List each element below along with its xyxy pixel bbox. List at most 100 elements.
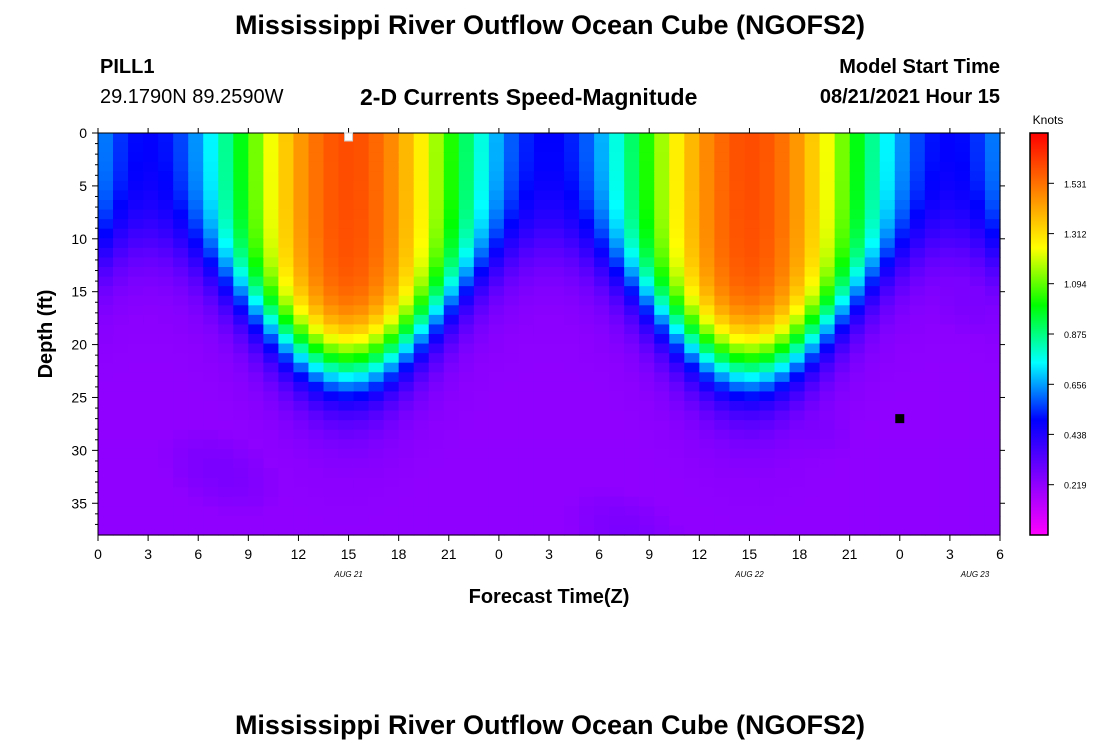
heatmap-cell [383, 515, 400, 527]
heatmap-cell [413, 295, 430, 306]
heatmap-cell [594, 525, 610, 536]
heatmap-cell [443, 362, 460, 373]
heatmap-cell [203, 439, 219, 450]
heatmap-cell [173, 429, 189, 440]
heatmap-cell [518, 429, 535, 440]
heatmap-cell [293, 353, 310, 364]
heatmap-cell [458, 190, 475, 201]
heatmap-cell [744, 468, 761, 479]
heatmap-cell [804, 305, 821, 316]
heatmap-cell [579, 458, 595, 469]
heatmap-cell [774, 477, 791, 488]
heatmap-cell [804, 133, 821, 144]
heatmap-cell [864, 286, 881, 297]
heatmap-cell [428, 401, 445, 412]
heatmap-cell [233, 228, 249, 239]
heatmap-cell [609, 410, 625, 421]
heatmap-cell [113, 458, 129, 469]
heatmap-cell [338, 305, 355, 316]
heatmap-cell [669, 477, 685, 488]
heatmap-cell [714, 420, 730, 431]
heatmap-cell [939, 228, 956, 239]
heatmap-cell [984, 391, 1001, 402]
heatmap-cell [353, 410, 370, 421]
heatmap-cell [729, 515, 746, 527]
heatmap-cell [879, 190, 896, 201]
heatmap-cell [113, 496, 129, 507]
heatmap-cell [624, 420, 640, 431]
heatmap-cell [353, 171, 370, 182]
heatmap-cell [909, 362, 926, 373]
heatmap-cell [98, 267, 114, 278]
heatmap-cell [969, 381, 986, 393]
heatmap-cell [744, 401, 761, 412]
heatmap-cell [624, 180, 640, 192]
heatmap-cell [624, 238, 640, 249]
heatmap-cell [909, 381, 926, 393]
heatmap-cell [969, 276, 986, 287]
heatmap-cell [624, 171, 640, 182]
heatmap-cell [473, 190, 490, 201]
heatmap-cell [669, 372, 685, 383]
heatmap-cell [684, 267, 700, 278]
heatmap-cell [128, 305, 144, 316]
heatmap-cell [879, 171, 896, 182]
heatmap-cell [443, 305, 460, 316]
heatmap-cell [398, 267, 415, 278]
heatmap-cell [714, 362, 730, 373]
heatmap-cell [218, 161, 234, 172]
heatmap-cell [849, 515, 866, 527]
heatmap-cell [98, 324, 114, 335]
heatmap-cell [639, 228, 655, 239]
heatmap-cell [654, 276, 670, 287]
heatmap-cell [383, 439, 400, 450]
heatmap-cell [443, 324, 460, 335]
heatmap-cell [729, 410, 746, 421]
heatmap-cell [128, 171, 144, 182]
heatmap-cell [383, 506, 400, 517]
heatmap-cell [338, 439, 355, 450]
heatmap-cell [834, 171, 851, 182]
heatmap-cell [549, 362, 565, 373]
heatmap-cell [233, 267, 249, 278]
heatmap-cell [533, 209, 550, 220]
heatmap-cell [143, 314, 159, 326]
heatmap-cell [518, 295, 535, 306]
heatmap-cell [669, 401, 685, 412]
heatmap-cell [759, 448, 776, 460]
heatmap-cell [984, 238, 1001, 249]
heatmap-cell [699, 429, 715, 440]
heatmap-cell [804, 487, 821, 498]
heatmap-cell [323, 458, 340, 469]
heatmap-cell [458, 420, 475, 431]
heatmap-cell [744, 391, 761, 402]
heatmap-cell [924, 362, 941, 373]
heatmap-cell [173, 506, 189, 517]
heatmap-cell [729, 276, 746, 287]
heatmap-cell [879, 525, 896, 536]
heatmap-cell [308, 487, 325, 498]
markers [344, 132, 905, 424]
heatmap-cell [789, 487, 806, 498]
heatmap-cell [473, 496, 490, 507]
heatmap-cell [128, 381, 144, 393]
heatmap-cell [143, 458, 159, 469]
heatmap-cell [549, 381, 565, 393]
heatmap-cell [263, 429, 279, 440]
heatmap-cell [293, 190, 310, 201]
heatmap-cell [98, 506, 114, 517]
heatmap-cell [308, 525, 325, 536]
heatmap-cell [984, 152, 1001, 163]
heatmap-cell [789, 295, 806, 306]
heatmap-cell [233, 515, 249, 527]
heatmap-cell [158, 267, 174, 278]
heatmap-cell [684, 276, 700, 287]
heatmap-cell [864, 372, 881, 383]
heatmap-cell [458, 372, 475, 383]
heatmap-cell [308, 381, 325, 393]
heatmap-cell [383, 401, 400, 412]
heatmap-cell [413, 448, 430, 460]
heatmap-cell [368, 362, 385, 373]
heatmap-cell [443, 506, 460, 517]
heatmap-cell [714, 247, 730, 259]
